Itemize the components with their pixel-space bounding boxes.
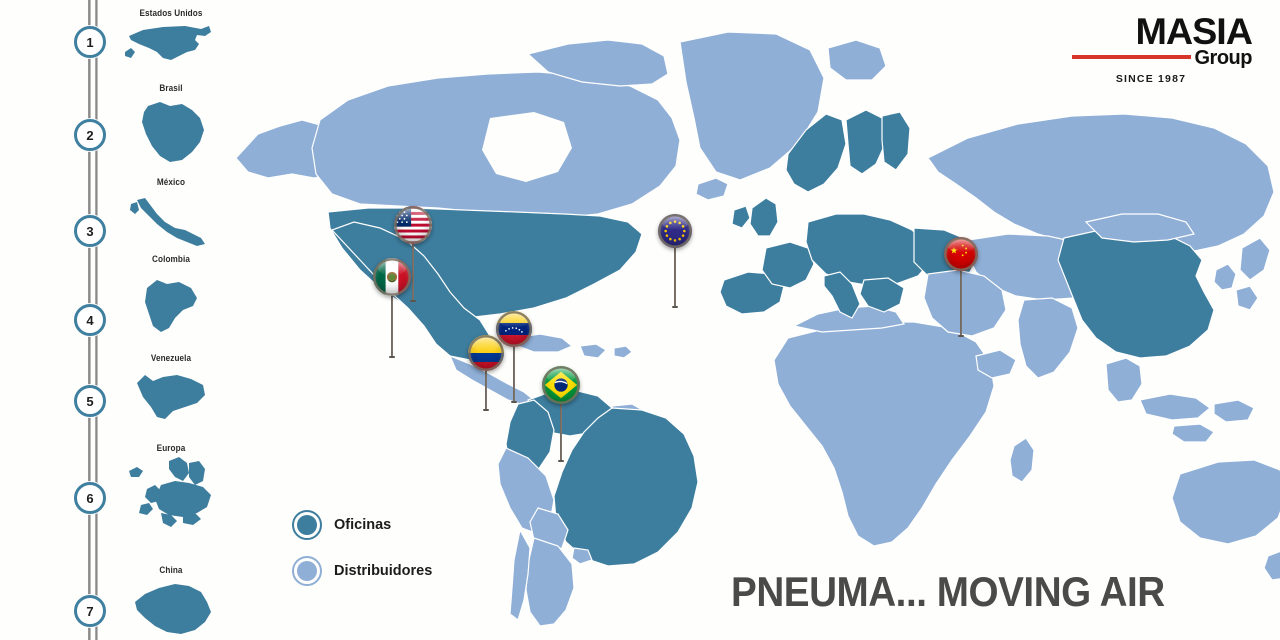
- sidebar-item-china[interactable]: China 7: [0, 560, 230, 640]
- sidebar-item-label: Estados Unidos: [139, 8, 203, 19]
- country-sidebar: Estados Unidos 1 Brasil 2 México 3: [0, 0, 230, 640]
- sidebar-item-number: 7: [74, 595, 106, 627]
- logo-red-bar: [1072, 55, 1191, 60]
- sidebar-item-label: Europa: [156, 443, 186, 454]
- flag-venezuela-icon: [496, 311, 532, 347]
- sidebar-item-mexico[interactable]: México 3: [0, 172, 230, 264]
- logo-group-row: Group: [1072, 47, 1252, 70]
- colombia-shape-icon: [112, 272, 230, 338]
- sidebar-item-number: 6: [74, 482, 106, 514]
- sidebar-item-estados-unidos[interactable]: Estados Unidos 1: [0, 0, 230, 89]
- sidebar-item-europa[interactable]: Europa 6: [0, 435, 230, 535]
- sidebar-item-number: 5: [74, 385, 106, 417]
- map-pin-mexico[interactable]: [373, 258, 411, 358]
- sidebar-item-venezuela[interactable]: Venezuela 5: [0, 345, 230, 437]
- logo-wordmark: MASIA: [1135, 11, 1253, 52]
- legend-item-oficinas[interactable]: Oficinas: [292, 510, 432, 540]
- sidebar-item-label: Colombia: [152, 254, 190, 265]
- sidebar-item-number: 1: [74, 26, 106, 58]
- sidebar-item-label: Venezuela: [150, 353, 192, 364]
- europe-shape-icon: [112, 455, 230, 529]
- logo-since-label: SINCE 1987: [1115, 73, 1187, 86]
- office-marker-icon: [292, 510, 322, 540]
- venezuela-shape-icon: [112, 367, 230, 425]
- sidebar-item-colombia[interactable]: Colombia 4: [0, 252, 230, 346]
- flag-brazil-icon: [542, 366, 580, 404]
- flag-eu-icon: [658, 214, 692, 248]
- sidebar-item-label: China: [159, 565, 183, 576]
- legend-label: Oficinas: [334, 517, 392, 533]
- sidebar-item-number: 4: [74, 304, 106, 336]
- distributor-marker-icon: [292, 556, 322, 586]
- china-shape-icon: [112, 578, 230, 640]
- legend-item-distribuidores[interactable]: Distribuidores: [292, 556, 432, 586]
- mexico-shape-icon: [112, 194, 230, 250]
- map-pin-brasil[interactable]: [542, 366, 580, 462]
- flag-mexico-icon: [373, 258, 411, 296]
- brazil-shape-icon: [112, 98, 230, 166]
- map-pin-europa[interactable]: [658, 214, 692, 308]
- sidebar-item-number: 2: [74, 119, 106, 151]
- tagline: PNEUMA... MOVING AIR: [731, 568, 1165, 615]
- legend-label: Distribuidores: [334, 563, 433, 579]
- logo-group-label: Group: [1194, 47, 1253, 70]
- flag-usa-icon: [394, 206, 432, 244]
- world-map: .d{fill:#8fafd6;stroke:#ffffff;stroke-wi…: [228, 8, 1280, 628]
- map-pin-venezuela[interactable]: [496, 311, 532, 403]
- sidebar-item-number: 3: [74, 215, 106, 247]
- flag-china-icon: [944, 237, 978, 271]
- sidebar-item-label: México: [156, 177, 186, 188]
- usa-shape-icon: [112, 20, 230, 66]
- map-pin-estados-unidos[interactable]: [394, 206, 432, 302]
- map-legend: Oficinas Distribuidores: [292, 510, 432, 602]
- sidebar-item-label: Brasil: [159, 83, 183, 94]
- masia-group-logo: MASIA Group SINCE 1987: [1072, 13, 1253, 86]
- sidebar-item-brasil[interactable]: Brasil 2: [0, 80, 230, 175]
- map-pin-china[interactable]: [944, 237, 978, 337]
